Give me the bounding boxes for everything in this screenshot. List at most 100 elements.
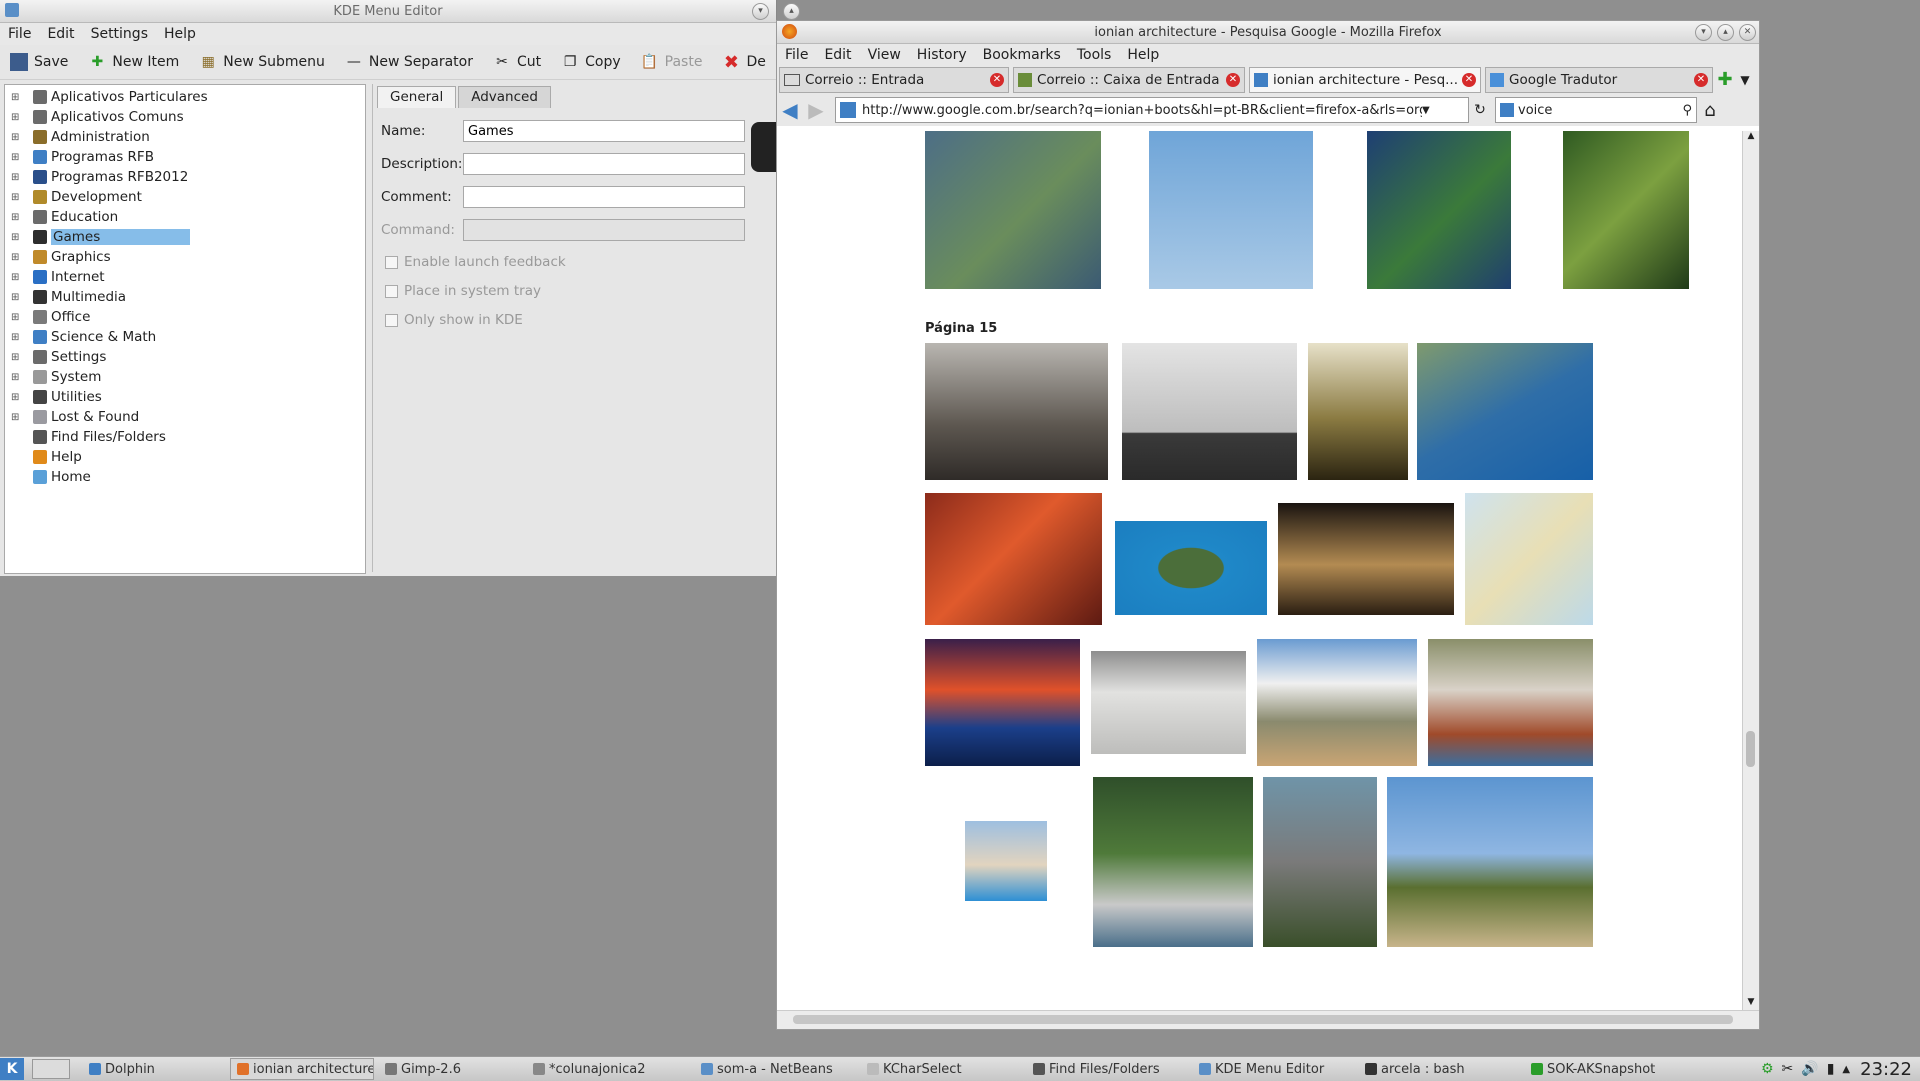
tab-correio-caixa[interactable]: Correio :: Caixa de Entrada ✕ (1013, 67, 1245, 93)
result-image-seaside-hotel[interactable] (1428, 639, 1593, 766)
tree-item[interactable]: ⊞ Graphics (5, 247, 365, 267)
result-image-ithaki-map[interactable] (1367, 131, 1511, 289)
taskbar-item[interactable]: Find Files/Folders (1026, 1058, 1188, 1080)
tree-item[interactable]: ⊞ Administration (5, 127, 365, 147)
save-button[interactable]: Save (0, 47, 78, 77)
search-engine-icon[interactable] (1500, 103, 1514, 117)
home-icon[interactable]: ⌂ (1704, 99, 1716, 121)
tab-ionian-architecture[interactable]: ionian architecture - Pesq... ✕ (1249, 67, 1481, 93)
expand-icon[interactable]: ⊞ (11, 291, 20, 303)
menu-settings[interactable]: Settings (90, 26, 148, 42)
tools-icon[interactable]: ✂ (1781, 1061, 1794, 1077)
url-dropdown-chevron-icon[interactable]: ▼ (1422, 104, 1430, 116)
tree-item[interactable]: Home (5, 467, 365, 487)
tree-item[interactable]: ⊞ Settings (5, 347, 365, 367)
expand-icon[interactable]: ⊞ (11, 151, 20, 163)
taskbar-item[interactable]: *colunajonica2 (526, 1058, 690, 1080)
binoculars-icon[interactable]: ⚲ (1682, 102, 1692, 118)
hscroll-thumb[interactable] (793, 1015, 1733, 1024)
expand-icon[interactable]: ⊞ (11, 371, 20, 383)
expand-icon[interactable]: ⊞ (11, 231, 20, 243)
paste-button[interactable]: 📋 Paste (640, 54, 703, 70)
tree-item[interactable]: ⊞ Aplicativos Particulares (5, 87, 365, 107)
result-image-harbor-boats[interactable] (1093, 777, 1253, 947)
expand-icon[interactable]: ⊞ (11, 411, 20, 423)
taskbar-item[interactable]: ionian architecture (230, 1058, 374, 1080)
result-image-grey-sea[interactable] (1122, 343, 1297, 480)
reload-icon[interactable]: ↻ (1474, 102, 1486, 118)
ff-menu-file[interactable]: File (785, 47, 809, 63)
description-field[interactable] (463, 153, 745, 175)
taskbar-item[interactable]: KDE Menu Editor (1192, 1058, 1354, 1080)
tree-item[interactable]: ⊞ Utilities (5, 387, 365, 407)
battery-icon[interactable]: ▮ (1826, 1061, 1835, 1077)
icon-button[interactable] (751, 122, 777, 172)
result-image-ithaca-map[interactable] (925, 131, 1101, 289)
network-icon[interactable]: ⚙ (1760, 1061, 1774, 1077)
tab-correio-entrada[interactable]: Correio :: Entrada ✕ (779, 67, 1009, 93)
result-image-coast-beach[interactable] (1417, 343, 1593, 480)
tree-item[interactable]: ⊞ Education (5, 207, 365, 227)
scroll-up-icon[interactable]: ▲ (1747, 131, 1755, 141)
kde-titlebar[interactable]: KDE Menu Editor ▾ ▴ (0, 0, 800, 23)
tree-item[interactable]: ⊞ System (5, 367, 365, 387)
tree-item[interactable]: ⊞ Aplicativos Comuns (5, 107, 365, 127)
launch-feedback-checkbox[interactable]: Enable launch feedback (385, 254, 566, 270)
maximize-button[interactable]: ▴ (783, 3, 800, 20)
ff-menu-history[interactable]: History (916, 47, 967, 63)
ff-maximize-button[interactable]: ▴ (1717, 24, 1734, 41)
tree-item[interactable]: ⊞ Internet (5, 267, 365, 287)
scroll-thumb[interactable] (1746, 731, 1755, 767)
result-image-modern-tower[interactable] (1263, 777, 1377, 947)
vertical-scrollbar[interactable]: ▲ ▼ (1742, 131, 1759, 1011)
result-image-hills-clouds[interactable] (1257, 639, 1417, 766)
new-submenu-button[interactable]: ▦ New Submenu (189, 47, 335, 77)
tab-close-icon[interactable]: ✕ (1226, 73, 1240, 87)
expand-icon[interactable]: ⊞ (11, 311, 20, 323)
tree-item[interactable]: ⊞ Games (5, 227, 365, 247)
ff-menu-tools[interactable]: Tools (1076, 47, 1112, 63)
delete-button[interactable]: ✖ De (723, 51, 766, 73)
tree-item[interactable]: ⊞ Office (5, 307, 365, 327)
ff-close-button[interactable]: ✕ (1739, 24, 1756, 41)
tray-expand-icon[interactable]: ▲ (1842, 1063, 1851, 1075)
ff-minimize-button[interactable]: ▾ (1695, 24, 1712, 41)
volume-icon[interactable]: 🔊 (1801, 1061, 1819, 1077)
forward-arrow-icon[interactable]: ▶ (808, 98, 824, 122)
tree-item[interactable]: ⊞ Development (5, 187, 365, 207)
result-image-greece-map[interactable] (1465, 493, 1593, 625)
ff-menu-view[interactable]: View (867, 47, 901, 63)
expand-icon[interactable]: ⊞ (11, 251, 20, 263)
new-item-button[interactable]: ✚ New Item (78, 47, 189, 77)
pager-icon[interactable] (32, 1059, 70, 1079)
cut-button[interactable]: ✂ Cut (483, 47, 551, 77)
only-kde-checkbox[interactable]: Only show in KDE (385, 312, 523, 328)
horizontal-scrollbar[interactable] (777, 1010, 1759, 1029)
result-image-palm-dusk[interactable] (1308, 343, 1408, 480)
result-image-villa-pool[interactable] (965, 821, 1047, 901)
result-image-night-square[interactable] (1278, 503, 1454, 615)
tab-close-icon[interactable]: ✕ (1462, 73, 1476, 87)
tree-item[interactable]: ⊞ Lost & Found (5, 407, 365, 427)
result-image-statue-column[interactable] (1149, 131, 1313, 289)
tree-item[interactable]: ⊞ Programas RFB (5, 147, 365, 167)
system-tray-checkbox[interactable]: Place in system tray (385, 283, 541, 299)
new-separator-button[interactable]: — New Separator (346, 54, 473, 70)
taskbar-item[interactable]: som-a - NetBeans (694, 1058, 856, 1080)
tab-list-chevron-icon[interactable]: ▼ (1740, 73, 1750, 87)
comment-field[interactable] (463, 186, 745, 208)
url-bar[interactable]: http://www.google.com.br/search?q=ionian… (835, 97, 1469, 123)
tab-google-tradutor[interactable]: Google Tradutor ✕ (1485, 67, 1713, 93)
tab-general[interactable]: General (377, 86, 457, 108)
expand-icon[interactable]: ⊞ (11, 211, 20, 223)
result-image-waterfall[interactable] (1563, 131, 1689, 289)
menu-edit[interactable]: Edit (47, 26, 75, 42)
expand-icon[interactable]: ⊞ (11, 351, 20, 363)
taskbar-item[interactable]: KCharSelect (860, 1058, 1022, 1080)
tab-close-icon[interactable]: ✕ (990, 73, 1004, 87)
tree-item[interactable]: ⊞ Programas RFB2012 (5, 167, 365, 187)
tree-item[interactable]: ⊞ Multimedia (5, 287, 365, 307)
menu-file[interactable]: File (8, 26, 32, 42)
new-tab-button[interactable]: ✚ (1717, 69, 1733, 90)
tab-close-icon[interactable]: ✕ (1694, 73, 1708, 87)
